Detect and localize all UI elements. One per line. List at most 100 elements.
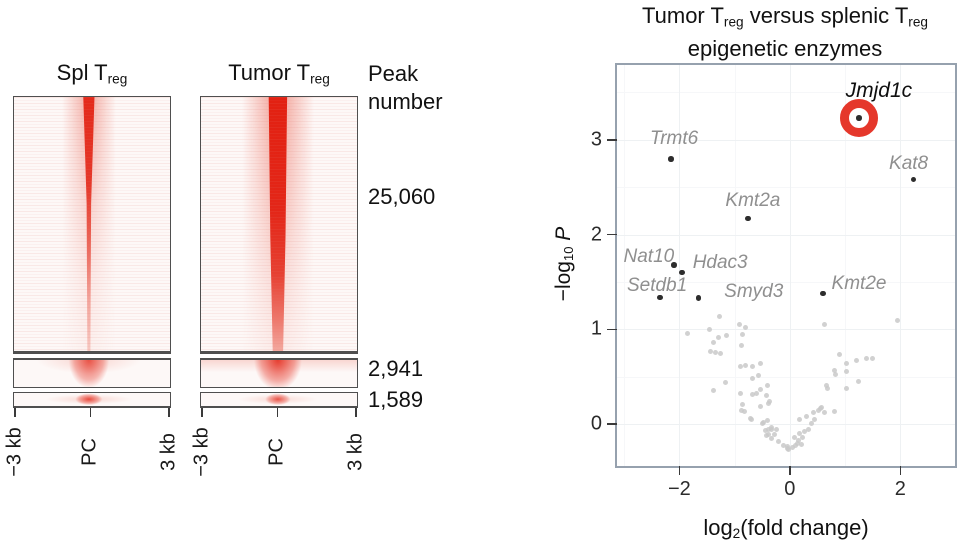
y-axis-tick [607,328,617,331]
x-axis-tick [789,466,791,475]
volcano-title-line2: epigenetic enzymes [687,36,883,62]
gridline-minor-h [617,92,955,94]
gridline-major-h [617,139,955,141]
gene-point-nat10 [671,262,677,268]
scatter-point [798,441,804,447]
scatter-point [717,313,723,319]
y-axis-tick [607,233,617,236]
heatmap-x-tick [355,408,357,417]
x-axis-tick [899,466,902,475]
volcano-title-line1: Tumor Treg versus splenic Treg [642,3,928,30]
scatter-point [792,435,798,441]
heatmap-signal-core [83,97,95,351]
scatter-point [806,427,812,433]
scatter-point [781,442,787,448]
y-axis-tick [607,423,617,426]
scatter-point [743,325,749,331]
heatmap-x-tick-label: PC [265,438,288,466]
heatmap-noise-texture [14,97,170,351]
heatmap-x-tick-label: 3 kb [157,433,180,471]
gene-point-kmt2a [745,215,751,222]
scatter-point [832,367,838,373]
heatmap-x-tick-label: −3 kb [3,427,26,477]
heatmap-signal-core [268,97,288,351]
peak-count-2941: 2,941 [368,356,424,381]
gene-point-kmt2e [820,290,826,297]
y-axis-tick [607,139,617,141]
scatter-point [711,340,717,346]
gene-label-setdb1: Setdb1 [626,275,688,297]
scatter-point [793,442,799,448]
volcano-title: Tumor Treg versus splenic Treg epigeneti… [575,2,960,62]
x-tick-label: 0 [784,478,796,500]
scatter-point [741,409,747,415]
scatter-point [800,435,806,441]
scatter-point [743,363,749,368]
scatter-point [797,417,803,423]
gene-point-trmt6 [668,156,674,162]
y-axis-title: −log10 P [551,226,577,302]
heatmap-column-spl-treg: Spl Treg −3 kb PC 3 kb [3,0,180,550]
scatter-point [819,404,825,410]
gridline-major-h [617,329,955,331]
peak-count-1589: 1,589 [368,387,424,412]
scatter-point [785,443,791,449]
gridline-minor-v [845,65,847,466]
y-tick-label: 0 [590,412,602,435]
scatter-point [739,343,745,349]
gene-label-kmt2e: Kmt2e [831,273,887,295]
scatter-point [797,431,803,437]
heatmap-title-tumor-sub: reg [310,71,330,87]
scatter-point [870,356,876,362]
heatmap-title-tumor-main: Tumor T [228,60,311,85]
heatmap-x-tick [89,408,92,417]
scatter-point [833,371,839,377]
scatter-point [723,380,729,386]
heatmap-title-spl-treg: Spl Treg [13,60,171,86]
scatter-point [767,399,773,405]
y-tick-label: 1 [590,317,602,340]
scatter-point [713,349,719,355]
x-axis-title: log2(fold change) [703,514,869,542]
gene-point-hdac3 [679,269,685,276]
heatmap-noise-texture [201,97,357,351]
peak-number-header: Peak number [368,61,443,114]
gene-point-kat8 [910,176,917,183]
scatter-point [776,438,782,444]
scatter-point [825,385,831,391]
scatter-point [764,433,770,439]
scatter-point [740,331,746,337]
x-tick-label: −2 [668,478,691,500]
gene-label-trmt6: Trmt6 [650,127,699,149]
heatmap-title-spl-main: Spl T [56,60,108,85]
scatter-point [757,403,763,409]
scatter-point [824,382,830,388]
gridline-major-v [789,65,791,466]
scatter-point [815,407,821,413]
scatter-point [737,391,743,397]
x-axis-tick [678,466,681,475]
heatmap-spl-main-block [13,96,171,354]
heatmap-x-tick-label: PC [78,438,101,466]
scatter-point [854,358,860,364]
peak-count-25060: 25,060 [368,184,436,209]
heatmap-x-tick-label: 3 kb [344,433,367,471]
scatter-point [757,361,763,367]
scatter-point [804,414,810,420]
scatter-point [811,410,817,416]
scatter-point [724,332,730,338]
scatter-point [772,432,778,438]
scatter-point [764,393,770,399]
scatter-point [765,417,771,423]
heatmap-tumor-small-block [200,392,358,408]
scatter-point [750,363,756,369]
y-tick-label: 2 [590,223,602,246]
scatter-point [786,447,792,453]
gridline-minor-h [617,187,955,189]
gridline-major-h [617,234,955,236]
x-tick-label: 2 [894,478,906,500]
gene-label-nat10: Nat10 [623,246,675,268]
heatmap-x-tick [14,408,16,417]
scatter-point [844,368,850,374]
heatmap-spl-xaxis: −3 kb PC 3 kb [3,408,180,483]
